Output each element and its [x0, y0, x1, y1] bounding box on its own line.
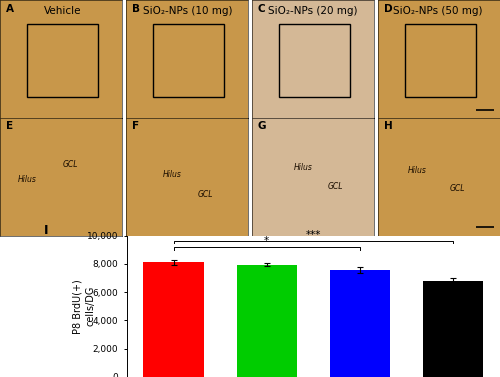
Text: Hilus: Hilus — [294, 163, 312, 172]
Text: GCL: GCL — [198, 190, 213, 199]
Text: H: H — [384, 121, 392, 131]
Text: GCL: GCL — [327, 182, 342, 191]
Text: *: * — [264, 236, 270, 246]
Text: F: F — [132, 121, 139, 131]
Bar — [27, 23, 98, 97]
Text: SiO₂-NPs (10 mg): SiO₂-NPs (10 mg) — [143, 6, 232, 16]
Text: E: E — [6, 121, 13, 131]
Text: Vehicle: Vehicle — [44, 6, 81, 16]
Text: C: C — [258, 3, 266, 14]
Text: D: D — [384, 3, 392, 14]
Text: Hilus: Hilus — [18, 175, 36, 184]
Bar — [153, 23, 224, 97]
Y-axis label: P8 BrdU(+)
cells/DG: P8 BrdU(+) cells/DG — [72, 279, 95, 334]
Bar — [144, 262, 204, 377]
Text: G: G — [258, 121, 266, 131]
Text: SiO₂-NPs (50 mg): SiO₂-NPs (50 mg) — [393, 6, 482, 16]
Bar — [422, 281, 483, 377]
Text: Hilus: Hilus — [408, 166, 426, 175]
Text: Hilus: Hilus — [163, 170, 182, 179]
Text: SiO₂-NPs (20 mg): SiO₂-NPs (20 mg) — [268, 6, 357, 16]
Bar — [404, 23, 475, 97]
Text: ***: *** — [306, 230, 321, 240]
Bar — [236, 265, 297, 377]
Text: GCL: GCL — [63, 161, 78, 169]
Text: GCL: GCL — [450, 184, 465, 193]
Text: A: A — [6, 3, 14, 14]
Bar — [278, 23, 349, 97]
Text: I: I — [44, 224, 49, 237]
Text: B: B — [132, 3, 140, 14]
Bar — [330, 270, 390, 377]
